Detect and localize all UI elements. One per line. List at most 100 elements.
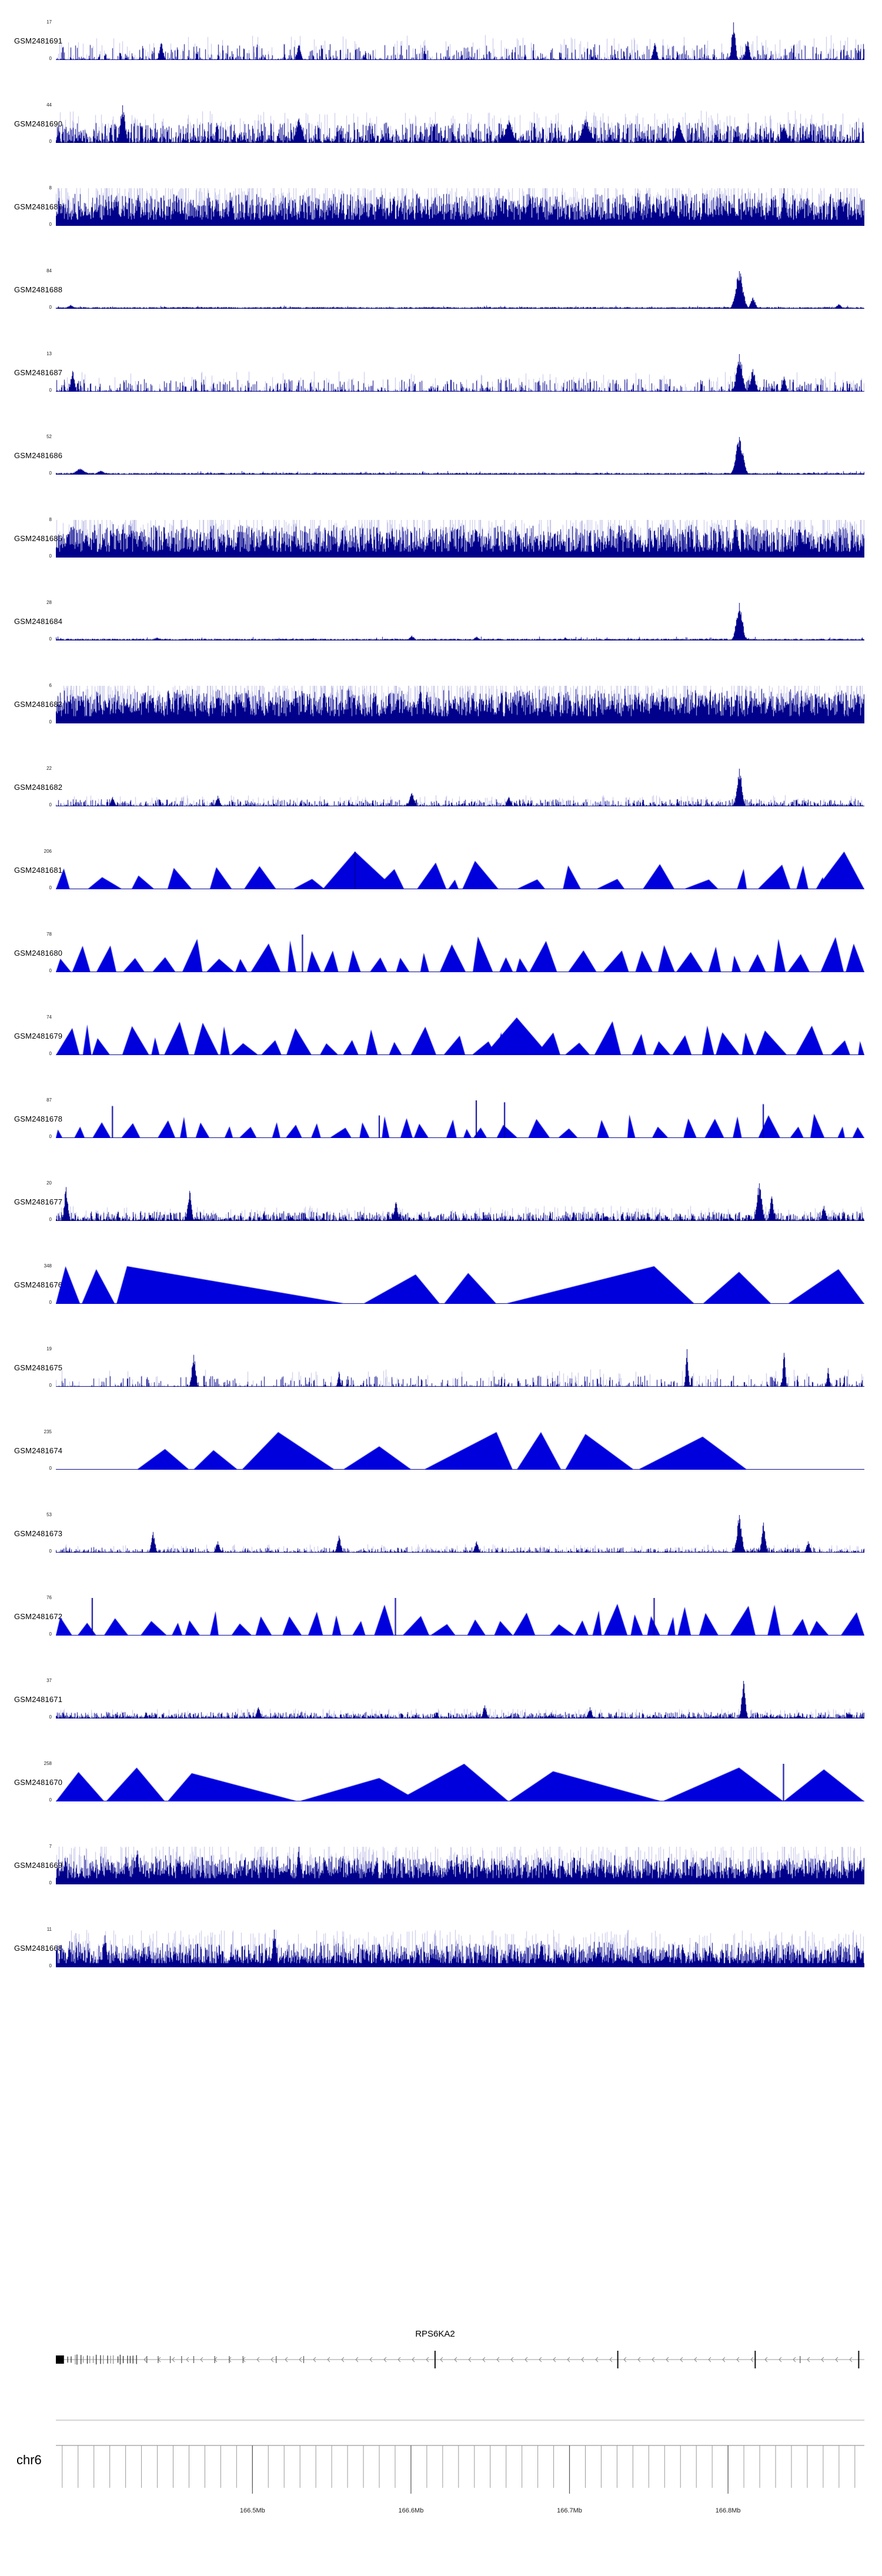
track-signal-canvas: [56, 1764, 864, 1801]
track-signal-canvas: [56, 1930, 864, 1967]
exon-tick: [169, 2356, 171, 2363]
track-signal-canvas: [56, 852, 864, 889]
track-signal-plot: [56, 1017, 864, 1055]
track-ymax-label: 22: [46, 766, 52, 771]
track-ymin-label: 0: [49, 1963, 52, 1968]
track-signal-plot: [56, 1100, 864, 1138]
track-ymax-label: 19: [46, 1346, 52, 1352]
exon-tick: [86, 2355, 88, 2364]
track-signal-canvas: [56, 1598, 864, 1636]
track-signal-plot: [56, 935, 864, 972]
track-signal-canvas: [56, 1017, 864, 1055]
track-signal-plot: [56, 520, 864, 558]
track-signal-canvas: [56, 935, 864, 972]
track-ymax-label: 53: [46, 1512, 52, 1517]
exon-tick-large: [754, 2351, 756, 2368]
track-ymax-label: 11: [46, 1927, 52, 1932]
track-ymax-label: 17: [46, 19, 52, 25]
track-row: GSM2481676 348 0: [0, 1263, 882, 1346]
track-row: GSM2481691 17 0: [0, 19, 882, 102]
track-ymin-label: 0: [49, 968, 52, 973]
exon-tick: [127, 2355, 128, 2364]
strand-arrow-icon: [200, 2357, 203, 2363]
exon-tick: [193, 2356, 195, 2363]
track-row: GSM2481673 53 0: [0, 1511, 882, 1594]
track-ymax-label: 87: [46, 1097, 52, 1103]
strand-arrow-icon: [637, 2357, 641, 2363]
track-signal-canvas: [56, 437, 864, 475]
track-signal-canvas: [56, 603, 864, 640]
exon-tick: [107, 2355, 108, 2364]
exon-tick: [136, 2355, 137, 2364]
strand-arrow-icon: [397, 2357, 401, 2363]
track-row: GSM2481688 84 0: [0, 268, 882, 351]
track-ymax-label: 235: [44, 1429, 52, 1434]
track-sample-label: GSM2481668: [14, 1944, 63, 1953]
exon-tick: [146, 2356, 148, 2363]
track-ymin-label: 0: [49, 1383, 52, 1388]
track-row: GSM2481672 76 0: [0, 1594, 882, 1677]
track-ymin-label: 0: [49, 388, 52, 393]
track-row: GSM2481682 22 0: [0, 765, 882, 848]
track-signal-plot: [56, 1266, 864, 1304]
track-ymin-label: 0: [49, 1466, 52, 1471]
gene-model-track: [56, 2351, 864, 2368]
strand-arrow-icon: [369, 2357, 373, 2363]
ruler-tick-label: 166.6Mb: [399, 2507, 424, 2514]
track-ymin-label: 0: [49, 1051, 52, 1056]
track-signal-plot: [56, 188, 864, 226]
track-ymax-label: 348: [44, 1263, 52, 1269]
track-signal-plot: [56, 437, 864, 475]
track-sample-label: GSM2481672: [14, 1612, 63, 1621]
strand-arrow-icon: [313, 2357, 316, 2363]
strand-arrow-icon: [623, 2357, 627, 2363]
strand-arrow-icon: [355, 2357, 359, 2363]
track-signal-canvas: [56, 520, 864, 558]
track-sample-label: GSM2481687: [14, 368, 63, 377]
strand-arrow-icon: [595, 2357, 599, 2363]
track-signal-canvas: [56, 1183, 864, 1221]
track-sample-label: GSM2481691: [14, 36, 63, 45]
track-signal-plot: [56, 852, 864, 889]
strand-arrow-icon: [256, 2357, 260, 2363]
track-ymin-label: 0: [49, 636, 52, 642]
track-sample-label: GSM2481676: [14, 1280, 63, 1289]
track-row: GSM2481690 44 0: [0, 102, 882, 185]
strand-arrow-icon: [426, 2357, 429, 2363]
track-sample-label: GSM2481669: [14, 1861, 63, 1870]
strand-arrow-icon: [793, 2357, 796, 2363]
strand-arrow-icon: [581, 2357, 584, 2363]
track-ymax-label: 44: [46, 102, 52, 108]
strand-arrow-icon: [524, 2357, 528, 2363]
track-signal-plot: [56, 1847, 864, 1884]
track-ymax-label: 52: [46, 434, 52, 439]
track-sample-label: GSM2481675: [14, 1363, 63, 1372]
track-signal-canvas: [56, 271, 864, 309]
track-ymax-label: 258: [44, 1761, 52, 1766]
track-sample-label: GSM2481678: [14, 1115, 63, 1123]
track-sample-label: GSM2481679: [14, 1032, 63, 1040]
strand-arrow-icon: [849, 2357, 853, 2363]
track-ymax-label: 206: [44, 849, 52, 854]
exon-tick-large: [617, 2351, 619, 2368]
track-sample-label: GSM2481682: [14, 783, 63, 792]
track-sample-label: GSM2481670: [14, 1778, 63, 1787]
track-row: GSM2481685 8 0: [0, 516, 882, 599]
track-signal-plot: [56, 1432, 864, 1470]
exon-tick: [76, 2354, 78, 2365]
exon-tick-large: [434, 2351, 436, 2368]
track-signal-canvas: [56, 188, 864, 226]
track-signal-canvas: [56, 354, 864, 392]
strand-arrow-icon: [270, 2357, 274, 2363]
track-sample-label: GSM2481683: [14, 700, 63, 709]
track-ymin-label: 0: [49, 139, 52, 144]
track-sample-label: GSM2481674: [14, 1446, 63, 1455]
track-signal-plot: [56, 1515, 864, 1553]
track-signal-canvas: [56, 769, 864, 806]
track-signal-canvas: [56, 1681, 864, 1719]
track-signal-canvas: [56, 1100, 864, 1138]
track-sample-label: GSM2481673: [14, 1529, 63, 1538]
strand-arrow-icon: [327, 2357, 330, 2363]
strand-arrow-icon: [186, 2357, 189, 2363]
strand-arrow-icon: [722, 2357, 726, 2363]
